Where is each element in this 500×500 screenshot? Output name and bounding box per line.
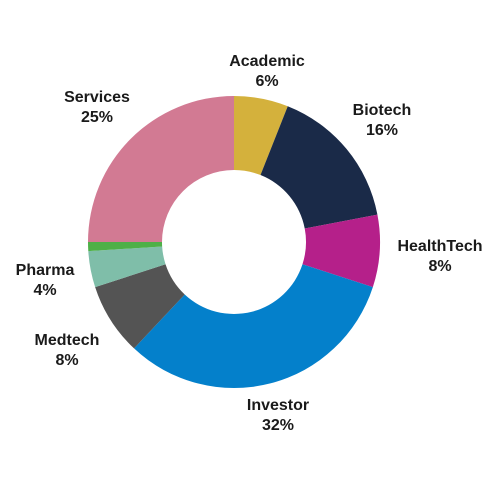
slice-pharma [88, 246, 166, 288]
slice-label-academic: Academic [229, 53, 305, 70]
slice-label-healthtech: HealthTech [397, 238, 482, 255]
slice-label-biotech: Biotech [353, 102, 412, 119]
slices-group [88, 96, 381, 388]
slice-value-services: 25% [81, 109, 113, 126]
slice-value-medtech: 8% [55, 352, 78, 369]
slice-value-investor: 32% [262, 417, 294, 434]
slice-value-biotech: 16% [366, 122, 398, 139]
labels-group: Academic 6% Biotech 16% HealthTech 8% Investor… [16, 53, 483, 434]
slice-investor [134, 264, 373, 388]
slice-healthtech [302, 214, 381, 288]
slice-label-medtech: Medtech [35, 332, 100, 349]
slice-label-pharma: Pharma [16, 262, 75, 279]
slice-label-investor: Investor [247, 397, 309, 414]
slice-value-healthtech: 8% [428, 258, 451, 275]
slice-unlabeled [88, 242, 163, 252]
slice-value-academic: 6% [255, 73, 278, 90]
slice-medtech [95, 264, 185, 349]
slice-academic [234, 96, 288, 176]
slice-biotech [260, 106, 378, 229]
slice-value-pharma: 4% [33, 282, 56, 299]
slice-services [88, 96, 234, 242]
slice-label-services: Services [64, 89, 130, 106]
